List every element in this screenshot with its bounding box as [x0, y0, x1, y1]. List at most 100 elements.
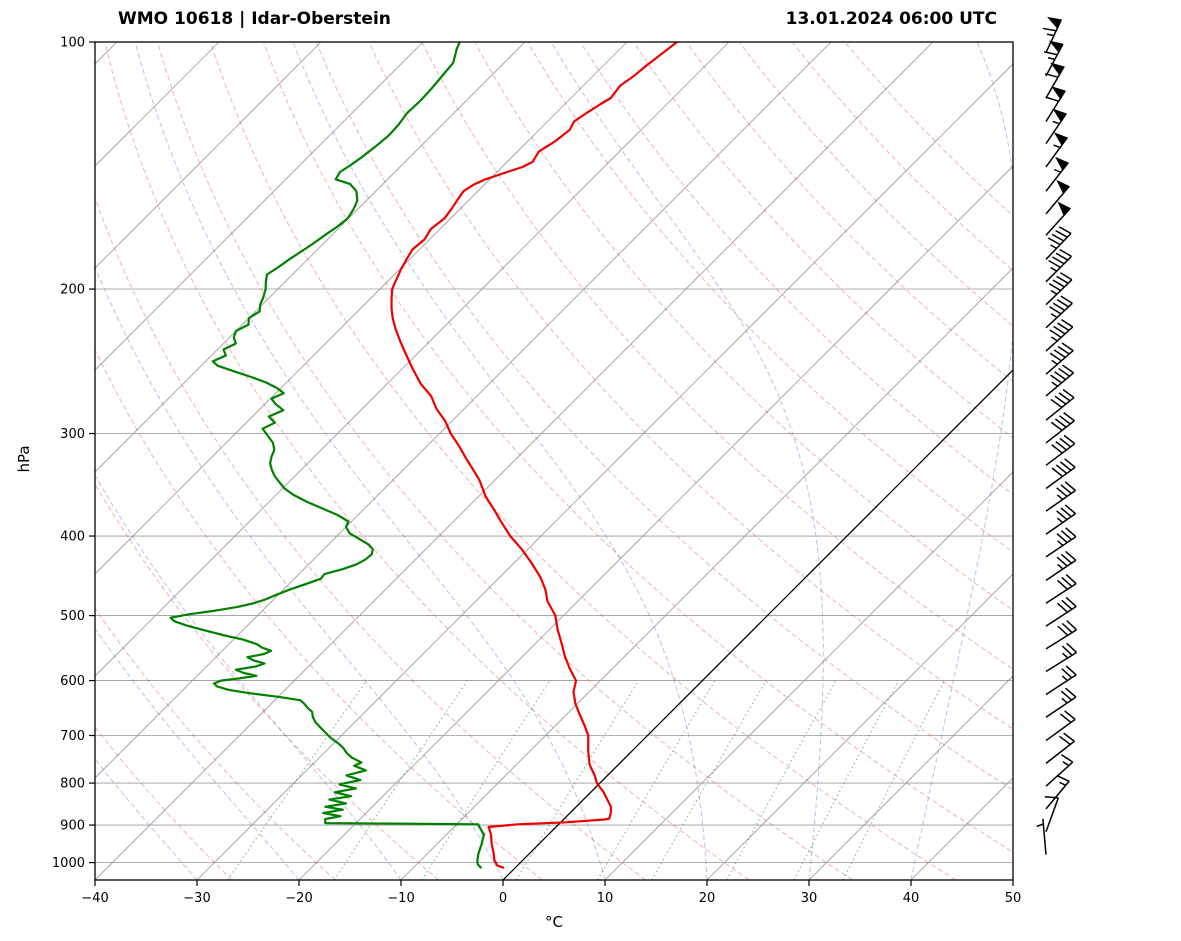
moist-adiabat-line: [95, 627, 300, 880]
dry-adiabat-line: [421, 42, 1013, 670]
mixing-ratio-group: [227, 680, 945, 880]
dry-adiabat-line: [792, 42, 1013, 272]
wind-barb: [1045, 574, 1077, 604]
wind-barb: [1045, 620, 1078, 650]
wind-barb: [1045, 458, 1076, 490]
y-tick-label: 900: [60, 819, 85, 834]
mixing-ratio-line: [597, 680, 716, 880]
wind-barb: [1045, 295, 1073, 329]
dewpoint-curve: [169, 42, 485, 869]
mixing-ratio-line: [651, 680, 767, 880]
dry-adiabat-line: [157, 42, 853, 880]
wind-barbs-group: [1036, 16, 1078, 855]
dry-adiabat-line: [104, 42, 750, 880]
x-tick-label: −40: [81, 891, 108, 906]
x-tick-label: 40: [903, 891, 920, 906]
wind-barb: [1045, 272, 1073, 306]
wind-barb: [1045, 156, 1070, 192]
x-tick-label: 50: [1005, 891, 1022, 906]
wind-barb: [1045, 201, 1071, 236]
wind-barb: [1045, 132, 1068, 168]
wind-barb: [1045, 774, 1070, 810]
moist-adiabat-line: [134, 42, 606, 880]
x-tick-label: 20: [699, 891, 716, 906]
wind-barb: [1045, 527, 1077, 558]
y-tick-label: 700: [60, 729, 85, 744]
wind-barb: [1045, 389, 1075, 421]
y-tick-label: 1000: [52, 856, 85, 871]
dry-adiabats-group: [95, 42, 1013, 880]
mixing-ratio-line: [515, 680, 640, 880]
dry-adiabat-line: [210, 42, 957, 880]
wind-barb: [1045, 596, 1077, 627]
chart-title-station: WMO 10618 | Idar-Oberstein: [118, 9, 391, 29]
moist-adiabat-line: [95, 474, 402, 880]
wind-barb: [1044, 795, 1060, 832]
pressure-gridlines-group: [95, 41, 1013, 864]
moist-adiabat-line: [292, 42, 708, 880]
moist-adiabats-group: [95, 42, 1013, 880]
wind-barb: [1045, 179, 1070, 215]
x-tick-label: −10: [387, 891, 414, 906]
y-tick-label: 300: [60, 427, 85, 442]
wind-barb: [1045, 86, 1066, 122]
wind-barb: [1045, 342, 1074, 375]
wind-barb: [1045, 481, 1076, 512]
wind-barb: [1045, 665, 1077, 696]
wind-barb: [1045, 226, 1072, 260]
y-tick-label: 800: [60, 777, 85, 792]
dry-adiabat-line: [633, 42, 1013, 439]
wind-barb: [1045, 754, 1074, 787]
wind-barb: [1045, 434, 1076, 466]
x-axis-label: °C: [545, 913, 563, 931]
wind-barb: [1044, 62, 1065, 99]
x-tick-label: −20: [285, 891, 312, 906]
wind-barb: [1045, 504, 1076, 535]
wind-barb: [1045, 108, 1067, 145]
wind-barb: [1045, 550, 1077, 582]
dry-adiabat-line: [95, 607, 336, 880]
dry-adiabat-line: [316, 42, 1013, 791]
x-tick-label: 10: [597, 891, 614, 906]
wind-barb: [1045, 318, 1074, 352]
mixing-ratio-line: [793, 680, 900, 880]
mixing-ratio-line: [842, 680, 945, 880]
plot-frame: [94, 41, 1014, 881]
wind-barb: [1043, 40, 1064, 77]
mixing-ratio-line: [333, 680, 468, 880]
y-tick-label: 100: [60, 36, 85, 51]
wind-barb: [1045, 687, 1077, 718]
y-tick-labels: 100 200 300 400 500 600 700 800 900 1000: [52, 36, 95, 871]
moist-adiabat-line: [550, 42, 824, 880]
x-tick-label: −30: [183, 891, 210, 906]
dewpoint-profile-line: [169, 42, 485, 869]
dry-adiabat-line: [474, 42, 1013, 611]
y-tick-label: 500: [60, 609, 85, 624]
dry-adiabat-line: [263, 42, 1013, 853]
mixing-ratio-line: [726, 680, 837, 880]
dry-adiabat-line: [580, 42, 1013, 496]
temperature-curve: [390, 42, 679, 869]
temperature-profile-line: [390, 42, 679, 869]
wind-barb: [1045, 732, 1075, 764]
zero-isotherm: [502, 369, 1013, 880]
wind-barb: [1045, 412, 1075, 444]
wind-barb: [1045, 248, 1072, 283]
moist-adiabat-line: [910, 42, 1013, 880]
y-tick-label: 200: [60, 283, 85, 298]
dry-adiabat-line: [95, 483, 439, 880]
moist-adiabat-line: [95, 265, 504, 880]
dry-adiabat-line: [95, 196, 646, 880]
dry-adiabat-line: [527, 42, 1013, 553]
isotherms-group: [95, 42, 1013, 880]
dry-adiabat-line: [739, 42, 1013, 327]
wind-barb: [1045, 642, 1078, 673]
chart-title-datetime: 13.01.2024 06:00 UTC: [785, 9, 997, 29]
x-tick-label: 0: [499, 891, 507, 906]
y-tick-label: 600: [60, 674, 85, 689]
y-tick-label: 400: [60, 530, 85, 545]
dry-adiabat-line: [369, 42, 1013, 730]
wind-barb: [1042, 16, 1062, 53]
